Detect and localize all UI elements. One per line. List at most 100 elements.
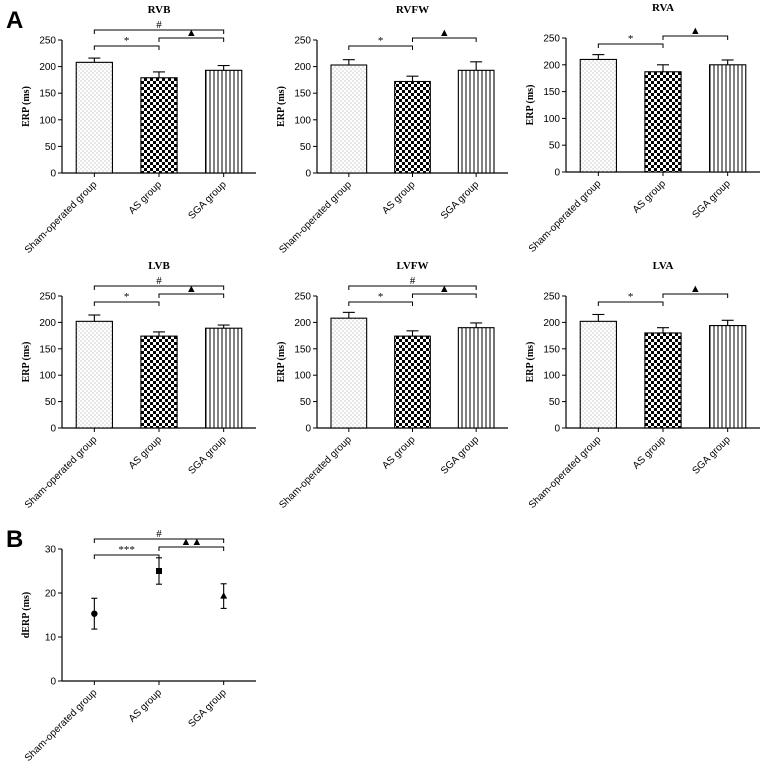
rvfw-bracket-symbol: * [378,35,384,47]
rvfw-title: RVFW [396,4,429,16]
lvfw-chart: LVFW ERP (ms) 0 50 100 150 200 250 Sham-operated… [276,260,508,511]
lvfw-category-label: SGA group [439,434,482,477]
rvb-ytick-label: 50 [45,142,57,153]
lva-category-label: SGA group [690,434,733,477]
rvb-ytick-label: 200 [39,62,56,73]
rva-ytick-label: 50 [549,141,561,152]
derp-bracket-symbol: *** [118,544,135,556]
rva-bar [709,64,747,173]
rvfw-bar [330,64,368,174]
lvb-title: LVB [148,260,170,272]
derp-bracket-symbol: # [156,528,162,540]
lva-bracket [662,293,729,298]
lvfw-category-label: Sham-operated group [277,434,354,511]
rvfw-ytick-label: 250 [294,36,311,47]
derp-ytick-label: 30 [45,545,57,556]
lva-category-label: Sham-operated group [527,434,604,511]
derp-ytick-label: 20 [45,589,57,600]
rvb-bar [140,77,178,174]
rvb-title: RVB [148,4,172,16]
lvfw-ytick-label: 100 [294,371,311,382]
derp-chart: dERP (ms) 0 10 20 30 Sham-operated group AS gr… [21,528,256,764]
lva-ytick-label: 150 [543,344,560,355]
rvfw-chart: RVFW ERP (ms) 0 50 100 150 200 250 Sham-operated… [276,4,508,256]
rvb-ytick-label: 100 [39,115,56,126]
lvfw-ytick-label: 250 [294,292,311,303]
lvb-bar [205,327,243,429]
rva-ytick-label: 250 [543,34,560,45]
lva-title: LVA [653,260,674,272]
derp-category-label: Sham-operated group [23,687,100,764]
rvfw-category-label: Sham-operated group [277,179,354,256]
rvb-bracket [93,45,160,50]
derp-bracket [93,554,160,559]
lvfw-bracket-symbol: # [410,275,416,287]
lvfw-bracket-symbol: ▲ [439,283,450,295]
lva-bracket-symbol: * [628,291,634,303]
rva-ytick-label: 150 [543,87,560,98]
rvb-bracket-symbol: # [156,19,162,31]
rvb-category-label: SGA group [186,179,229,222]
rvfw-category-label: SGA group [439,179,482,222]
derp-point-circle [91,610,98,617]
rvb-bracket [93,29,225,34]
rvfw-bracket [412,37,477,42]
lvfw-bracket [412,293,477,298]
lva-ytick-label: 50 [549,397,561,408]
rva-bracket-symbol: * [628,33,634,45]
lvb-bar [140,335,178,429]
lvfw-ylabel: ERP (ms) [276,342,287,383]
lvfw-ytick-label: 0 [305,424,311,435]
rva-bar [644,71,682,173]
derp-bracket [158,546,225,551]
lvb-category-label: AS group [127,434,165,472]
lvfw-ytick-label: 200 [294,318,311,329]
lvfw-bracket-symbol: * [378,291,384,303]
lvb-chart: LVB ERP (ms) 0 50 100 150 200 250 Sham-operated … [21,260,256,511]
rva-ytick-label: 100 [543,114,560,125]
rva-bracket [662,35,729,40]
rvb-bracket-symbol: ▲ [186,27,197,39]
lvb-category-label: SGA group [186,434,229,477]
rva-category-label: Sham-operated group [527,178,604,255]
derp-category-label: SGA group [186,687,229,730]
lva-ytick-label: 100 [543,371,560,382]
lvb-bracket [158,293,225,298]
derp-point-square [156,568,162,574]
lvfw-ytick-label: 150 [294,344,311,355]
lvb-ytick-label: 50 [45,397,57,408]
rvb-ytick-label: 150 [39,89,56,100]
rvfw-ytick-label: 0 [305,169,311,180]
rvfw-ylabel: ERP (ms) [276,86,287,127]
lvfw-ytick-label: 50 [300,397,312,408]
lvfw-bar [457,327,495,429]
lvb-category-label: Sham-operated group [23,434,100,511]
lvb-ytick-label: 200 [39,318,56,329]
rva-category-label: AS group [631,178,669,216]
rvb-bar [205,69,243,174]
rvb-ytick-label: 0 [50,169,56,180]
rvb-bracket [158,37,225,42]
rvb-category-label: Sham-operated group [23,179,100,256]
rvb-category-label: AS group [127,179,165,217]
lvfw-category-label: AS group [380,434,418,472]
lva-bar [709,325,747,429]
lvfw-bar [330,317,368,429]
rvfw-bar [394,80,431,174]
rva-bracket-symbol: ▲ [690,25,701,37]
lva-bar [579,320,617,429]
lva-ylabel: ERP (ms) [525,342,536,383]
lva-chart: LVA ERP (ms) 0 50 100 150 200 250 Sham-operated … [525,260,760,511]
lvb-ytick-label: 250 [39,292,56,303]
lvb-bracket [93,301,160,306]
derp-category-label: AS group [127,687,165,725]
rvb-bar [75,61,113,174]
rva-ytick-label: 200 [543,60,560,71]
rva-ylabel: ERP (ms) [525,85,536,126]
lvb-bracket-symbol: # [156,275,162,287]
rvfw-ytick-label: 200 [294,62,311,73]
lvb-bar [75,320,113,429]
rvfw-category-label: AS group [380,179,418,217]
